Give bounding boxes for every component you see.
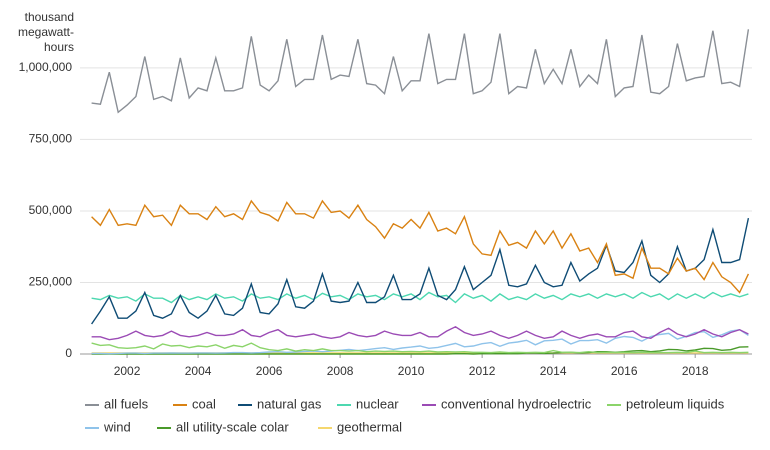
x-tick-label: 2018 [682, 364, 709, 378]
series-line [91, 291, 749, 304]
y-tick-label: 1,000,000 [19, 60, 73, 74]
legend-label: nuclear [356, 396, 399, 411]
x-tick-label: 2010 [398, 364, 425, 378]
series-line [91, 29, 750, 114]
series-line [91, 217, 750, 325]
legend-label: coal [192, 396, 216, 411]
x-tick-label: 2006 [256, 364, 283, 378]
y-axis-label: thousand megawatt-hours [17, 10, 74, 54]
legend-label: natural gas [257, 396, 322, 411]
legend-label: petroleum liquids [626, 396, 725, 411]
series-line [91, 328, 749, 355]
legend-label: all utility-scale colar [176, 419, 289, 434]
x-tick-label: 2014 [540, 364, 567, 378]
legend-label: wind [103, 419, 131, 434]
x-tick-label: 2016 [611, 364, 638, 378]
series-line [91, 342, 749, 354]
x-tick-label: 2002 [114, 364, 141, 378]
y-tick-label: 0 [65, 346, 72, 360]
series-line [91, 199, 750, 294]
series-line [91, 325, 749, 341]
y-tick-label: 500,000 [29, 203, 73, 217]
y-tick-label: 750,000 [29, 132, 73, 146]
legend-label: geothermal [337, 419, 402, 434]
legend-label: conventional hydroelectric [441, 396, 592, 411]
y-tick-label: 250,000 [29, 275, 73, 289]
series-line [91, 346, 749, 355]
legend-label: all fuels [104, 396, 149, 411]
x-tick-label: 2004 [185, 364, 212, 378]
x-tick-label: 2008 [327, 364, 354, 378]
x-tick-label: 2012 [469, 364, 496, 378]
